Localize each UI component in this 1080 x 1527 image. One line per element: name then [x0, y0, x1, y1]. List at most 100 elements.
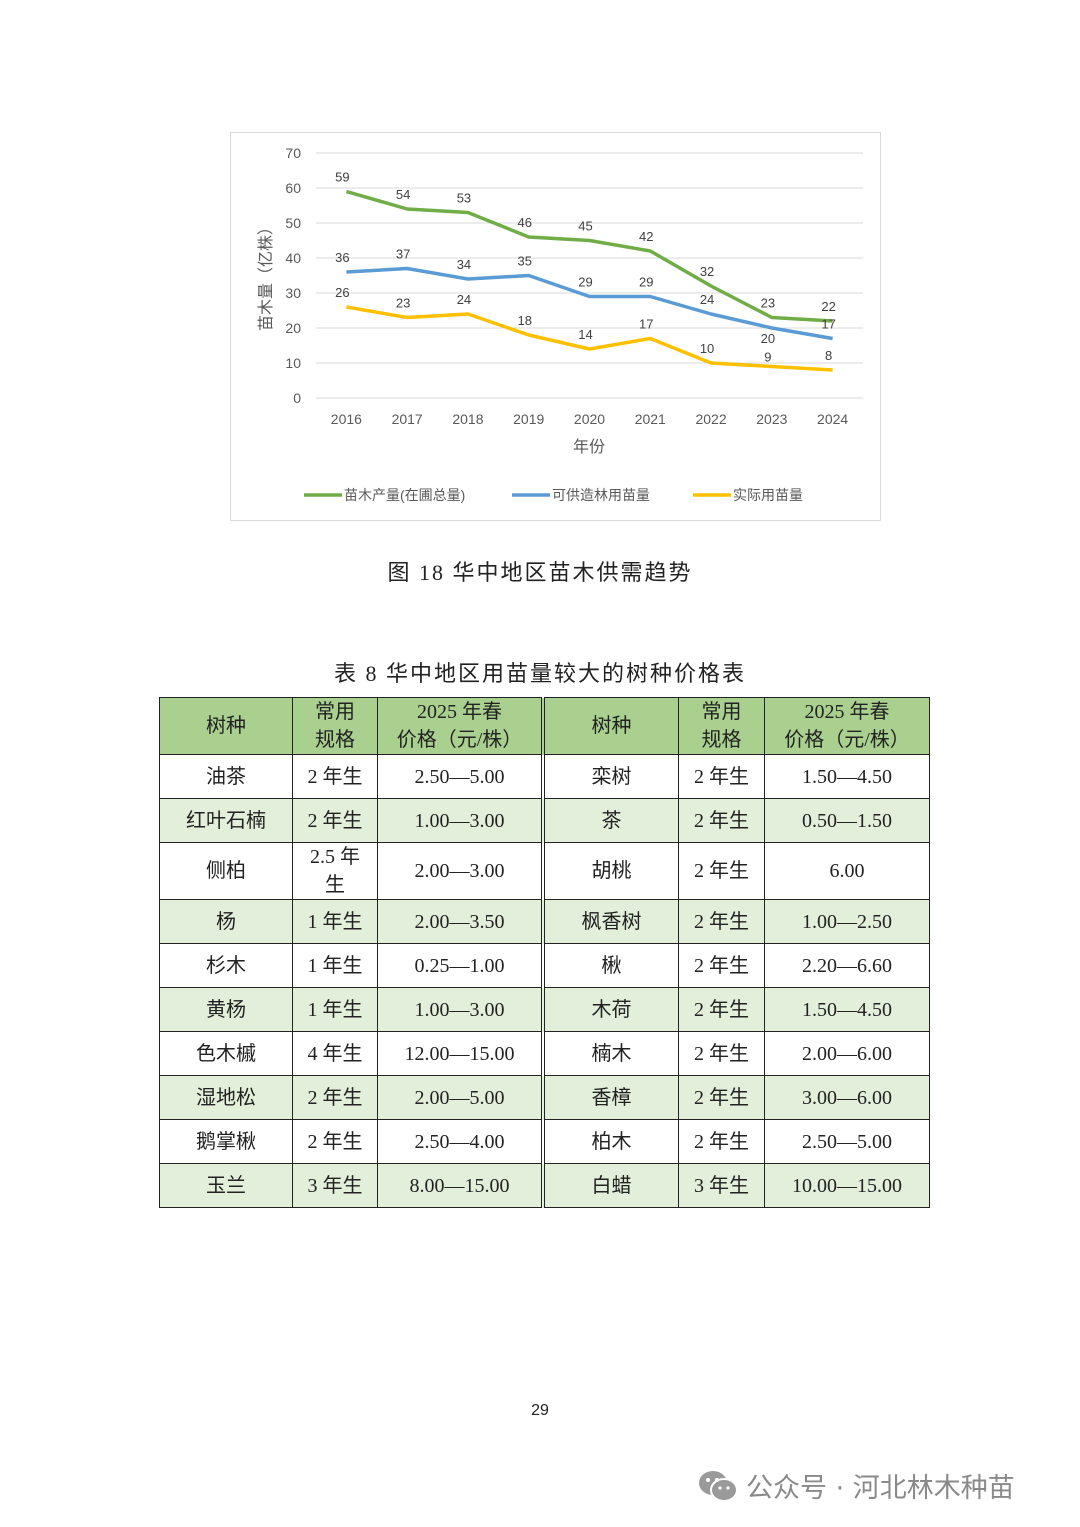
data-label: 34: [457, 257, 471, 272]
table-cell: 2 年生: [292, 1119, 378, 1164]
table-row: 红叶石楠 2 年生 1.00—3.00 茶 2 年生 0.50—1.50: [159, 798, 930, 843]
table-cell: 2.00—3.00: [377, 842, 544, 900]
data-label: 36: [335, 250, 349, 265]
table-cell: 2 年生: [678, 1075, 765, 1120]
data-label: 20: [761, 331, 775, 346]
table-cell: 2 年生: [678, 1119, 765, 1164]
watermark-text: 公众号 · 河北林木种苗: [746, 1473, 1015, 1504]
y-tick-label: 30: [285, 285, 301, 301]
data-label: 32: [700, 264, 714, 279]
data-label: 42: [639, 229, 653, 244]
y-axis-label: 苗木量（亿株）: [257, 219, 275, 331]
table-cell: 8.00—15.00: [377, 1163, 544, 1208]
data-label: 37: [396, 247, 410, 262]
data-label: 24: [457, 292, 471, 307]
table-cell: 1.00—3.00: [377, 798, 544, 843]
table-cell: 1.50—4.50: [764, 987, 930, 1032]
table-cell: 茶: [541, 798, 679, 843]
table-cell: 2 年生: [292, 754, 378, 799]
y-tick-label: 70: [285, 145, 301, 161]
line-chart: 0 10 20 30 40 50 60 70 2016 2017 2018 2019 2020 2021 2…: [230, 132, 881, 521]
table-cell: 2.00—6.00: [764, 1031, 930, 1076]
table-row: 玉兰 3 年生 8.00—15.00 白蜡 3 年生 10.00—15.00: [159, 1163, 930, 1208]
table-cell: 香樟: [541, 1075, 679, 1120]
table-cell: 4 年生: [292, 1031, 378, 1076]
table-cell: 杨: [159, 899, 293, 944]
table-cell: 楸: [541, 943, 679, 988]
y-tick-label: 40: [285, 250, 301, 266]
table-cell: 10.00—15.00: [764, 1163, 930, 1208]
figure-caption: 图 18 华中地区苗木供需趋势: [387, 560, 693, 585]
data-label: 17: [821, 317, 835, 332]
data-label: 23: [396, 296, 410, 311]
x-tick-label: 2016: [331, 411, 362, 427]
y-tick-label: 0: [293, 390, 301, 406]
data-label: 46: [517, 215, 531, 230]
data-label: 22: [821, 299, 835, 314]
data-label: 29: [639, 275, 653, 290]
table-cell: 3 年生: [292, 1163, 378, 1208]
data-label: 53: [457, 191, 471, 206]
table-cell: 红叶石楠: [159, 798, 293, 843]
table-cell: 1 年生: [292, 899, 378, 944]
table-row: 油茶 2 年生 2.50—5.00 栾树 2 年生 1.50—4.50: [159, 754, 930, 799]
table-row: 侧柏 2.5 年生 2.00—3.00 胡桃 2 年生 6.00: [159, 842, 930, 900]
table-cell: 白蜡: [541, 1163, 679, 1208]
data-label: 26: [335, 285, 349, 300]
table-cell: 2 年生: [678, 754, 765, 799]
table-row: 色木槭 4 年生 12.00—15.00 楠木 2 年生 2.00—6.00: [159, 1031, 930, 1076]
data-label: 54: [396, 187, 410, 202]
x-tick-label: 2020: [574, 411, 605, 427]
y-tick-label: 60: [285, 180, 301, 196]
x-tick-label: 2017: [392, 411, 423, 427]
table-row: 杉木 1 年生 0.25—1.00 楸 2 年生 2.20—6.60: [159, 943, 930, 988]
table-cell: 色木槭: [159, 1031, 293, 1076]
table-cell: 2.20—6.60: [764, 943, 930, 988]
table-cell: 0.50—1.50: [764, 798, 930, 843]
table-cell: 2 年生: [292, 1075, 378, 1120]
series-line: [346, 266, 833, 341]
table-cell: 枫香树: [541, 899, 679, 944]
watermark: 公众号 · 河北林木种苗: [698, 1466, 1015, 1505]
table-cell: 2.00—5.00: [377, 1075, 544, 1120]
data-label: 24: [700, 292, 714, 307]
table-cell: 湿地松: [159, 1075, 293, 1120]
table-cell: 鹅掌楸: [159, 1119, 293, 1164]
table-cell: 3 年生: [678, 1163, 765, 1208]
series-line: [346, 305, 833, 372]
table-cell: 2 年生: [292, 798, 378, 843]
table-cell: 2.00—3.50: [377, 899, 544, 944]
table-cell: 黄杨: [159, 987, 293, 1032]
data-label: 29: [578, 275, 592, 290]
table-cell: 柏木: [541, 1119, 679, 1164]
data-label: 23: [761, 296, 775, 311]
wechat-icon: [699, 1470, 738, 1502]
table-cell: 2 年生: [678, 899, 765, 944]
table-cell: 2 年生: [678, 943, 765, 988]
table-cell: 木荷: [541, 987, 679, 1032]
table-cell: 3.00—6.00: [764, 1075, 930, 1120]
table-cell: 常用 规格: [292, 697, 378, 755]
legend-label: 苗木产量(在圃总量): [344, 487, 465, 503]
table-caption: 表 8 华中地区用苗量较大的树种价格表: [333, 661, 746, 686]
data-label: 35: [517, 254, 531, 269]
table-cell: 侧柏: [159, 842, 293, 900]
table-cell: 2 年生: [678, 842, 765, 900]
data-label: 9: [764, 350, 771, 365]
series-line: [345, 189, 833, 323]
y-tick-label: 10: [285, 355, 301, 371]
x-tick-label: 2018: [452, 411, 483, 427]
table-cell: 1.00—2.50: [764, 899, 930, 944]
table-cell: 栾树: [541, 754, 679, 799]
data-label: 45: [578, 219, 592, 234]
table-cell: 1 年生: [292, 943, 378, 988]
legend-label: 可供造林用苗量: [552, 487, 650, 503]
x-tick-label: 2023: [756, 411, 787, 427]
table-cell: 0.25—1.00: [377, 943, 544, 988]
data-label: 8: [825, 348, 832, 363]
table-cell: 2025 年春 价格（元/株）: [764, 697, 930, 755]
table-cell: 1.50—4.50: [764, 754, 930, 799]
